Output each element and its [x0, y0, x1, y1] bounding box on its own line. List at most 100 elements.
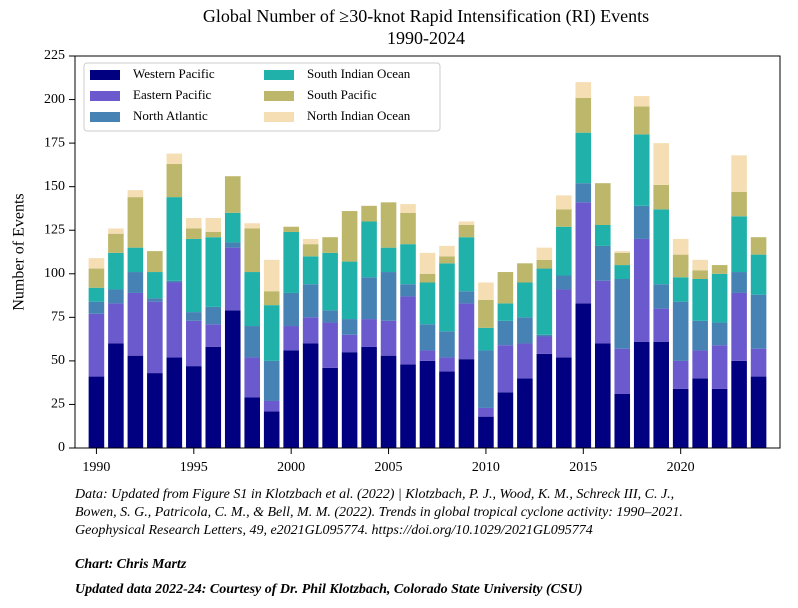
- bar-segment: [361, 346, 377, 448]
- bar-segment: [302, 343, 319, 448]
- bar-segment: [497, 272, 514, 304]
- bar-segment: [341, 211, 358, 262]
- chart-subtitle: 1990-2024: [387, 28, 465, 48]
- bar-segment: [711, 322, 728, 346]
- bar-segment: [88, 287, 105, 302]
- bar-segment: [400, 204, 416, 213]
- bar-segment: [478, 416, 494, 448]
- bar-segment: [322, 322, 338, 368]
- plot-frame: [74, 55, 781, 449]
- bar-segment: [575, 97, 592, 133]
- y-tick-label: 200: [44, 92, 65, 107]
- legend-swatch: [264, 70, 294, 80]
- bar-segment: [302, 284, 319, 318]
- bar-segment: [108, 343, 124, 448]
- bar-segment: [614, 251, 631, 253]
- y-tick-label: 150: [44, 179, 65, 194]
- bar-segment: [692, 270, 708, 280]
- x-tick-label: 2010: [472, 460, 500, 475]
- x-tick-label: 2005: [375, 460, 403, 475]
- bar-segment: [244, 223, 261, 229]
- bar-segment: [186, 238, 202, 313]
- note-line: Data: Updated from Figure S1 in Klotzbac…: [74, 487, 674, 502]
- bar-segment: [205, 346, 222, 448]
- bar-segment: [166, 282, 183, 358]
- bar-segment: [380, 272, 397, 321]
- bar-segment: [692, 279, 708, 321]
- bar-segment: [594, 183, 611, 225]
- y-tick-label: 75: [51, 310, 65, 325]
- bar-segment: [672, 301, 689, 361]
- bar-segment: [108, 289, 124, 304]
- bar-segment: [614, 265, 631, 280]
- bar-segment: [633, 238, 650, 342]
- legend-label: Western Pacific: [133, 66, 215, 81]
- legend-swatch: [264, 91, 294, 101]
- bar-segment: [478, 299, 494, 328]
- bar-segment: [731, 272, 747, 293]
- bar-segment: [283, 226, 299, 232]
- bar-segment: [439, 357, 455, 372]
- bar-segment: [205, 231, 222, 238]
- bar-segment: [653, 284, 669, 309]
- bar-segment: [361, 205, 377, 222]
- bar-segment: [224, 176, 241, 213]
- bar-segment: [361, 277, 377, 320]
- bar-segment: [536, 247, 553, 260]
- bar-segment: [147, 301, 163, 374]
- bar-segment: [594, 343, 611, 448]
- bar-segment: [750, 294, 767, 349]
- bar-segment: [205, 218, 222, 232]
- bar-segment: [108, 228, 124, 234]
- x-tick-label: 2020: [667, 460, 695, 475]
- bar-segment: [653, 143, 669, 185]
- bar-segment: [517, 343, 533, 379]
- bar-segment: [341, 352, 358, 448]
- bar-segment: [166, 164, 183, 198]
- bar-segment: [341, 261, 358, 320]
- bar-segment: [263, 291, 280, 306]
- bar-segment: [322, 237, 338, 253]
- y-tick-label: 225: [44, 48, 65, 63]
- bar-segment: [614, 393, 631, 448]
- legend-label: Eastern Pacific: [133, 87, 212, 102]
- bar-segment: [88, 376, 105, 448]
- bar-segment: [302, 256, 319, 285]
- bar-segment: [166, 197, 183, 281]
- bar-segment: [556, 195, 572, 210]
- bar-segment: [205, 306, 222, 325]
- bar-segment: [224, 212, 241, 243]
- bar-segment: [556, 209, 572, 227]
- bar-segment: [283, 292, 299, 327]
- note-line: Geophysical Research Letters, 49, e2021G…: [75, 523, 593, 538]
- bar-segment: [536, 334, 553, 337]
- bar-segment: [536, 259, 553, 269]
- bar-segment: [575, 303, 592, 448]
- bar-segment: [88, 258, 105, 269]
- bar-segment: [166, 280, 183, 283]
- bar-segment: [263, 259, 280, 292]
- bar-segment: [692, 320, 708, 351]
- legend-label: North Atlantic: [133, 108, 208, 123]
- legend-swatch: [264, 112, 294, 122]
- bar-segment: [556, 226, 572, 276]
- bar-segment: [711, 273, 728, 323]
- bar-segment: [614, 279, 631, 349]
- chart-title: Global Number of ≥30-knot Rapid Intensif…: [203, 6, 649, 27]
- bar-segment: [594, 280, 611, 344]
- bar-segment: [497, 303, 514, 321]
- bar-segment: [127, 272, 144, 293]
- bar-segment: [361, 221, 377, 278]
- bar-segment: [458, 221, 475, 225]
- bar-segment: [458, 237, 475, 292]
- bar-segment: [692, 350, 708, 379]
- y-tick-label: 100: [44, 266, 65, 281]
- bar-segment: [692, 378, 708, 448]
- bar-segment: [653, 308, 669, 342]
- bar-segment: [186, 218, 202, 229]
- bar-segment: [400, 284, 416, 297]
- x-tick-label: 1995: [180, 460, 208, 475]
- y-axis-label: Number of Events: [11, 193, 28, 310]
- y-tick-label: 125: [44, 222, 65, 237]
- bar-segment: [380, 247, 397, 273]
